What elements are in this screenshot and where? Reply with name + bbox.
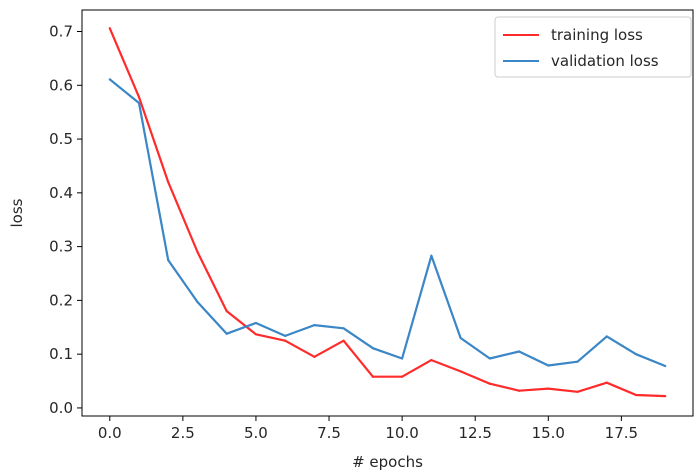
data-point-validation-loss: [284, 334, 287, 337]
legend-box: [494, 16, 692, 78]
y-tick-label: 0.3: [49, 238, 73, 256]
data-point-training-loss: [401, 375, 404, 378]
data-point-training-loss: [225, 310, 228, 313]
x-tick-label: 12.5: [459, 424, 492, 442]
data-point-validation-loss: [459, 336, 462, 340]
x-tick-label: 7.5: [317, 424, 341, 442]
data-point-training-loss: [664, 395, 667, 398]
series-line-validation-loss: [109, 78, 666, 368]
legend-label-training-loss: training loss: [551, 26, 643, 44]
x-tick-label: 0.0: [98, 424, 122, 442]
data-point-training-loss: [634, 393, 638, 397]
series-layer: [108, 27, 667, 398]
y-tick-label: 0.1: [49, 345, 73, 363]
y-tick-label: 0.7: [49, 23, 73, 41]
data-point-training-loss: [576, 390, 579, 393]
data-point-validation-loss: [401, 357, 404, 360]
data-point-training-loss: [284, 339, 287, 342]
x-axis-ticks: 0.0 2.5 5.0 7.5 10.0 12.5 15.0 17.5: [98, 416, 638, 442]
x-tick-label: 15.0: [532, 424, 565, 442]
data-point-training-loss: [313, 355, 316, 358]
data-point-validation-loss: [664, 364, 667, 368]
legend-label-validation-loss: validation loss: [551, 52, 659, 70]
y-axis-label: loss: [8, 198, 26, 227]
data-point-training-loss: [196, 250, 199, 254]
data-point-validation-loss: [430, 254, 433, 257]
y-tick-label: 0.5: [49, 130, 73, 148]
data-point-training-loss: [430, 358, 433, 362]
data-point-validation-loss: [605, 335, 608, 338]
x-tick-label: 10.0: [385, 424, 418, 442]
data-point-validation-loss: [634, 353, 638, 356]
data-point-validation-loss: [342, 327, 345, 330]
data-point-training-loss: [108, 27, 111, 30]
plot-area: [81, 9, 694, 417]
data-point-validation-loss: [517, 350, 521, 353]
data-point-training-loss: [547, 387, 550, 390]
data-point-training-loss: [137, 96, 141, 99]
data-point-validation-loss: [576, 360, 579, 363]
data-point-validation-loss: [371, 347, 374, 350]
axes-frame: [81, 9, 694, 417]
x-tick-label: 17.5: [605, 424, 638, 442]
data-point-training-loss: [342, 339, 345, 342]
x-tick-label: 2.5: [171, 424, 195, 442]
data-point-validation-loss: [137, 101, 141, 105]
legend: training loss validation loss: [494, 16, 692, 78]
y-tick-label: 0.4: [49, 184, 73, 202]
data-point-validation-loss: [167, 258, 170, 262]
x-axis-label: # epochs: [352, 453, 423, 471]
y-tick-label: 0.6: [49, 76, 73, 94]
y-tick-label: 0.0: [49, 399, 73, 417]
data-point-validation-loss: [225, 332, 228, 335]
data-point-training-loss: [605, 381, 608, 384]
data-point-validation-loss: [108, 78, 111, 81]
data-point-training-loss: [254, 333, 258, 336]
data-point-training-loss: [517, 389, 521, 392]
data-point-training-loss: [459, 370, 462, 373]
data-point-validation-loss: [313, 324, 316, 327]
data-point-validation-loss: [488, 357, 491, 360]
data-point-training-loss: [371, 375, 374, 378]
series-line-training-loss: [108, 27, 666, 398]
data-point-training-loss: [167, 180, 170, 184]
data-point-validation-loss: [196, 300, 199, 304]
y-tick-label: 0.2: [49, 291, 73, 309]
x-tick-label: 5.0: [244, 424, 268, 442]
data-point-validation-loss: [254, 321, 258, 325]
y-axis-ticks: 0.0 0.1 0.2 0.3 0.4 0.5 0.6 0.7: [49, 23, 82, 417]
data-point-validation-loss: [547, 364, 550, 367]
data-point-training-loss: [488, 382, 491, 385]
